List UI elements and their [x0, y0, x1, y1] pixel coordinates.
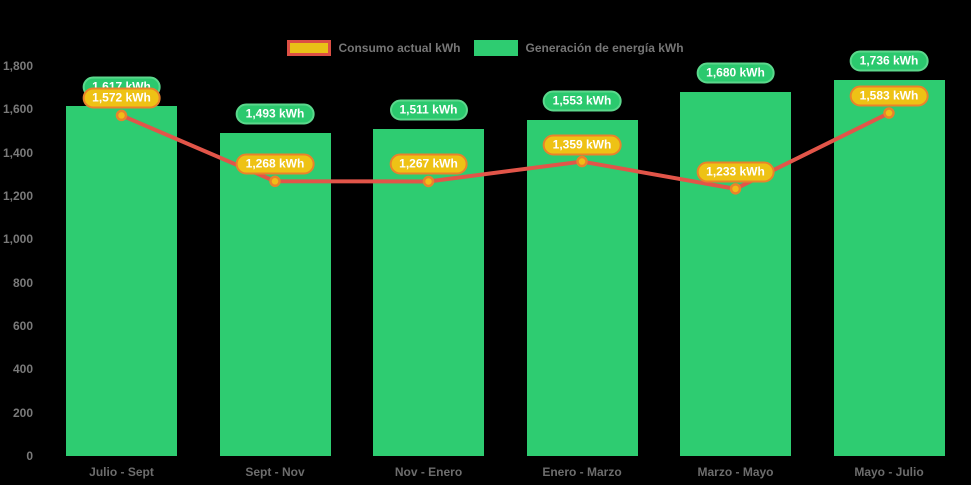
- y-axis-tick-label: 1,200: [2, 189, 33, 203]
- x-axis-category-label: Enero - Marzo: [542, 465, 622, 479]
- legend-label-generacion: Generación de energía kWh: [525, 41, 684, 55]
- consumo-value-label: 1,572 kWh: [82, 87, 161, 109]
- generacion-value-label: 1,736 kWh: [849, 50, 929, 72]
- bar-generacion[interactable]: [833, 79, 945, 456]
- consumo-value-label: 1,268 kWh: [235, 153, 315, 175]
- x-axis-category-label: Nov - Enero: [394, 465, 463, 479]
- x-axis-category-label: Julio - Sept: [89, 465, 154, 479]
- consumo-value-label: 1,233 kWh: [696, 161, 775, 183]
- generacion-value-label: 1,680 kWh: [696, 62, 775, 84]
- y-axis-tick-label: 1,800: [2, 59, 33, 73]
- legend-item-consumo[interactable]: Consumo actual kWh: [287, 40, 460, 56]
- legend-swatch-consumo-icon: [287, 40, 332, 56]
- consumo-value-label: 1,583 kWh: [849, 85, 929, 107]
- bar-generacion[interactable]: [526, 119, 638, 456]
- y-axis-tick-label: 600: [12, 319, 33, 333]
- legend-label-consumo: Consumo actual kWh: [338, 41, 461, 55]
- y-axis-tick-label: 1,000: [2, 232, 33, 247]
- y-axis-tick-label: 200: [12, 405, 33, 420]
- generacion-value-label: 1,493 kWh: [235, 103, 315, 125]
- y-axis-tick-label: 800: [12, 275, 33, 290]
- x-axis-category-label: Sept - Nov: [245, 465, 305, 479]
- bar-generacion[interactable]: [680, 92, 791, 456]
- bar-generacion[interactable]: [373, 128, 484, 456]
- bar-generacion[interactable]: [219, 132, 331, 456]
- y-axis-tick-label: 1,400: [2, 145, 33, 160]
- y-axis-tick-label: 0: [26, 449, 33, 463]
- y-axis-tick-label: 1,600: [2, 102, 33, 117]
- x-axis-category-label: Mayo - Julio: [854, 465, 924, 479]
- legend: Consumo actual kWh Generación de energía…: [0, 40, 971, 56]
- legend-item-generacion[interactable]: Generación de energía kWh: [474, 40, 684, 56]
- generacion-value-label: 1,553 kWh: [542, 90, 622, 112]
- y-axis-tick-label: 400: [12, 362, 33, 377]
- consumo-value-label: 1,359 kWh: [542, 134, 622, 156]
- x-axis-category-label: Marzo - Mayo: [697, 465, 774, 479]
- legend-swatch-generacion-icon: [474, 40, 519, 56]
- consumo-value-label: 1,267 kWh: [389, 153, 468, 175]
- generacion-value-label: 1,511 kWh: [389, 99, 468, 121]
- bar-generacion[interactable]: [66, 105, 177, 456]
